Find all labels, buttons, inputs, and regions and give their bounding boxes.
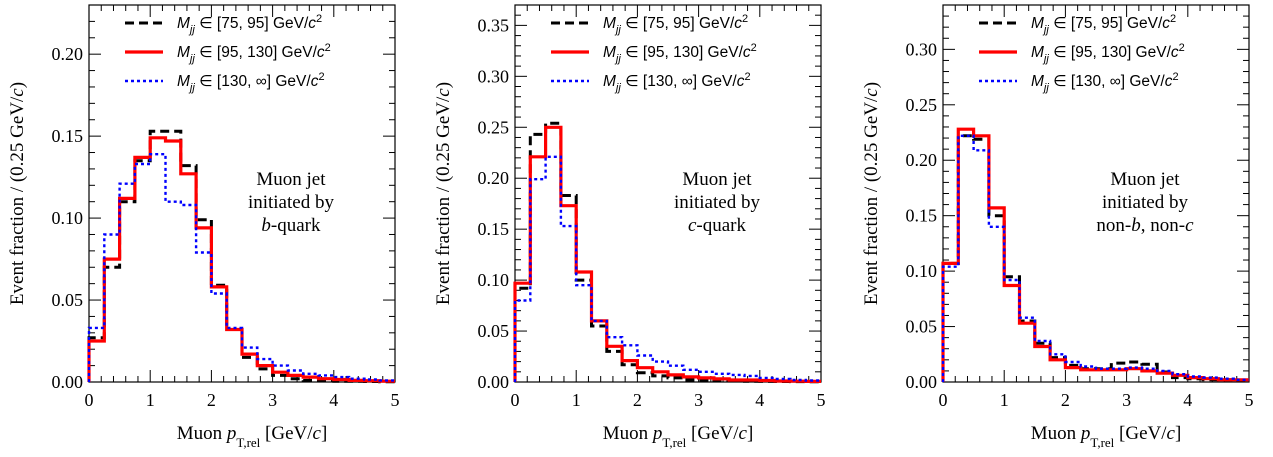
annotation-line-0: Muon jet [1110, 169, 1180, 190]
x-tick-label: 5 [817, 390, 826, 410]
series-2-histogram [87, 153, 395, 382]
x-tick-label: 3 [1122, 390, 1131, 410]
annotation-line-2: non-b, non-c [1096, 215, 1194, 236]
x-tick-label: 2 [633, 390, 642, 410]
y-tick-label: 0.20 [906, 150, 938, 170]
legend-label-0: Mjj ∈ [75, 95] GeV/c2 [603, 13, 748, 36]
x-tick-label: 4 [1183, 390, 1192, 410]
panel-light-flavour: 0 1 2 3 4 5 0.00 0.05 0.10 0.15 0.20 0.25 0.30 Event … [861, 4, 1254, 450]
y-tick-label: 0.15 [52, 126, 84, 146]
x-tick-label: 1 [1000, 390, 1009, 410]
y-tick-label: 0.00 [52, 372, 84, 392]
panel-b-quark: 0 1 2 3 4 5 0.00 0.05 0.10 0.15 0.20 Event fraction… [7, 4, 400, 450]
legend-label-0: Mjj ∈ [75, 95] GeV/c2 [177, 13, 322, 36]
annotation-line-1: initiated by [248, 192, 335, 213]
y-tick-label: 0.05 [478, 321, 510, 341]
y-tick-label: 0.15 [478, 219, 510, 239]
x-tick-label: 2 [1061, 390, 1070, 410]
series-2-histogram [513, 155, 821, 382]
annotation-line-0: Muon jet [682, 169, 752, 190]
annotation-line-2: c-quark [688, 215, 747, 236]
x-tick-label: 0 [85, 390, 94, 410]
series-1-histogram [513, 125, 821, 383]
x-axis-title: Muon pT,rel [GeV/c] [1031, 423, 1182, 450]
plot-frame [88, 4, 396, 383]
x-axis-title: Muon pT,rel [GeV/c] [603, 423, 754, 450]
y-tick-label: 0.20 [478, 168, 510, 188]
annotation-line-0: Muon jet [256, 169, 326, 190]
x-tick-label: 2 [207, 390, 216, 410]
series-1-histogram [87, 136, 395, 383]
x-tick-label: 5 [1245, 390, 1254, 410]
y-tick-label: 0.10 [906, 261, 938, 281]
x-tick-label: 3 [268, 390, 277, 410]
x-tick-label: 5 [391, 390, 400, 410]
x-tick-label: 3 [694, 390, 703, 410]
y-tick-label: 0.10 [478, 270, 510, 290]
y-tick-label: 0.35 [478, 15, 510, 35]
x-tick-label: 4 [755, 390, 764, 410]
y-tick-label: 0.25 [906, 95, 938, 115]
legend-label-1: Mjj ∈ [95, 130] GeV/c2 [603, 42, 757, 65]
legend-label-2: Mjj ∈ [130, ∞] GeV/c2 [603, 71, 751, 94]
y-tick-label: 0.05 [52, 290, 84, 310]
y-axis-title: Event fraction / (0.25 GeV/c) [433, 82, 454, 305]
legend-label-1: Mjj ∈ [95, 130] GeV/c2 [1031, 42, 1185, 65]
y-tick-label: 0.15 [906, 206, 938, 226]
legend-label-2: Mjj ∈ [130, ∞] GeV/c2 [177, 71, 325, 94]
y-tick-label: 0.10 [52, 208, 84, 228]
legend-label-0: Mjj ∈ [75, 95] GeV/c2 [1031, 13, 1176, 36]
annotation-line-2: b-quark [261, 215, 321, 236]
legend-label-1: Mjj ∈ [95, 130] GeV/c2 [177, 42, 331, 65]
y-tick-label: 0.30 [478, 66, 510, 86]
annotation-line-1: initiated by [674, 192, 761, 213]
series-1-histogram [941, 127, 1249, 382]
y-axis-title: Event fraction / (0.25 GeV/c) [861, 82, 882, 305]
y-tick-label: 0.00 [478, 372, 510, 392]
x-tick-label: 0 [939, 390, 948, 410]
y-tick-label: 0.00 [906, 372, 938, 392]
y-tick-label: 0.30 [906, 39, 938, 59]
x-tick-label: 1 [146, 390, 155, 410]
x-tick-label: 4 [329, 390, 338, 410]
series-2-histogram [941, 134, 1249, 382]
legend-label-2: Mjj ∈ [130, ∞] GeV/c2 [1031, 71, 1179, 94]
x-tick-label: 0 [511, 390, 520, 410]
y-tick-label: 0.25 [478, 117, 510, 137]
plot-frame [514, 4, 822, 383]
y-axis-title: Event fraction / (0.25 GeV/c) [7, 82, 28, 305]
y-tick-label: 0.20 [52, 44, 84, 64]
x-tick-label: 1 [572, 390, 581, 410]
annotation-line-1: initiated by [1102, 192, 1189, 213]
x-axis-title: Muon pT,rel [GeV/c] [177, 423, 328, 450]
y-tick-label: 0.05 [906, 317, 938, 337]
panel-c-quark: 0 1 2 3 4 5 0.00 0.05 0.10 0.15 0.20 0.25 0.30 0.35 Ev… [433, 4, 826, 450]
